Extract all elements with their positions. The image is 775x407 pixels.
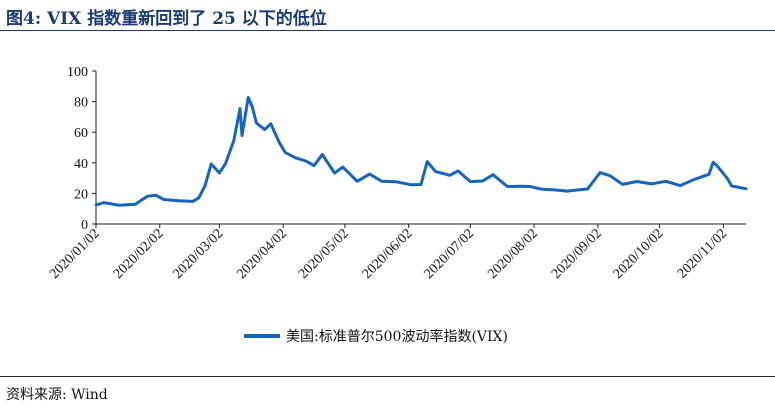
y-axis-ticks: 0 20 40 60 80 100	[67, 65, 96, 233]
x-tick-label: 2020/07/02	[421, 226, 477, 282]
x-tick-label: 2020/02/02	[111, 226, 167, 282]
x-tick-label: 2020/03/02	[171, 226, 227, 282]
x-tick-label: 2020/06/02	[360, 226, 416, 282]
y-tick-label: 80	[74, 96, 88, 111]
x-tick-label: 2020/04/02	[234, 226, 290, 282]
x-tick-label: 2020/10/02	[611, 226, 667, 282]
chart-title: 图4: VIX 指数重新回到了 25 以下的低位	[6, 9, 327, 29]
x-tick-label: 2020/08/02	[485, 226, 541, 282]
title-divider	[0, 30, 775, 31]
x-axis-ticks: 2020/01/02 2020/02/02 2020/03/02 2020/04/02…	[47, 224, 730, 282]
chart-axes	[95, 71, 746, 225]
x-tick-label: 2020/01/02	[47, 226, 103, 282]
source-note: 资料来源: Wind	[6, 387, 108, 403]
x-tick-label: 2020/05/02	[296, 226, 352, 282]
vix-series-line	[94, 96, 748, 207]
y-tick-label: 0	[81, 218, 88, 233]
footer-divider	[0, 376, 775, 377]
y-tick-label: 100	[67, 65, 88, 80]
y-tick-label: 20	[74, 187, 88, 202]
x-tick-label: 2020/09/02	[549, 226, 605, 282]
legend-label: 美国:标准普尔500波动率指数(VIX)	[286, 328, 508, 345]
y-tick-label: 40	[74, 157, 88, 172]
y-tick-label: 60	[74, 126, 88, 141]
x-tick-label: 2020/11/02	[675, 226, 730, 281]
legend: 美国:标准普尔500波动率指数(VIX)	[244, 328, 508, 345]
